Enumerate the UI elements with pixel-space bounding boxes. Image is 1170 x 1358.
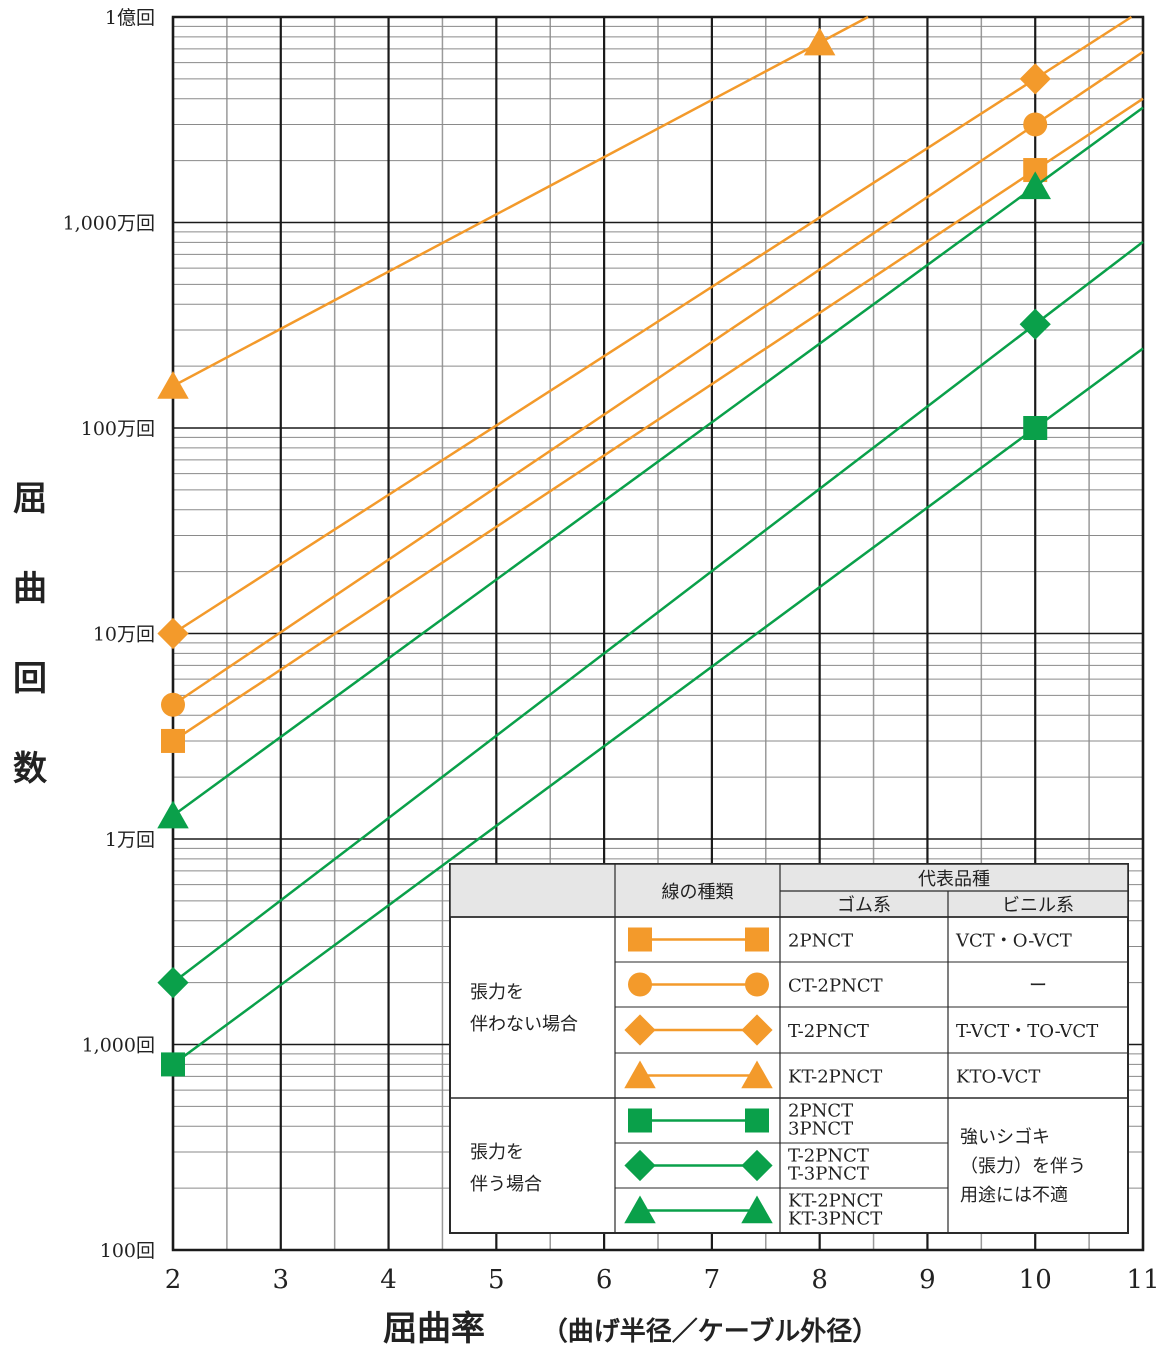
y-axis-label: 曲 — [13, 569, 47, 609]
series-line-6 — [172, 240, 1144, 984]
x-tick-label: 11 — [1126, 1265, 1159, 1295]
legend-rubber-product: KT-3PNCT — [788, 1209, 882, 1230]
y-tick-label: 1,000万回 — [63, 213, 155, 235]
x-tick-label: 3 — [273, 1265, 290, 1295]
legend-row-marker — [624, 1149, 656, 1182]
y-tick-label: 1億回 — [105, 7, 155, 29]
x-tick-label: 2 — [165, 1265, 182, 1295]
legend-group2-label: 張力を — [470, 1142, 524, 1163]
series-2-point-1 — [161, 692, 185, 717]
y-tick-label: 1万回 — [105, 829, 155, 851]
series-7-point-1 — [157, 800, 189, 829]
series-5-point-2 — [1023, 416, 1048, 440]
series-line-3 — [172, 15, 1133, 635]
x-tick-label: 9 — [919, 1265, 936, 1295]
legend-row-marker — [745, 1108, 769, 1133]
series-line-2 — [172, 50, 1144, 706]
series-line-1 — [172, 97, 1144, 742]
legend-row-marker — [628, 927, 652, 952]
x-axis-label: 屈曲率 — [383, 1309, 485, 1349]
legend-rubber-product: 3PNCT — [788, 1119, 853, 1140]
x-tick-label: 6 — [596, 1265, 613, 1295]
legend-row-marker — [628, 1108, 652, 1133]
axes: 100回 1,000回 1万回 10万回 100万回 1,000万回 1億回 2 3 4 5 6 7 8 9… — [63, 7, 1160, 1295]
series-2-point-2 — [1023, 112, 1048, 137]
series-1-point-2 — [1023, 158, 1048, 183]
legend-row-marker — [741, 1149, 773, 1182]
legend-vinyl-product: KTO-VCT — [956, 1067, 1040, 1088]
legend-row-marker — [628, 972, 652, 997]
legend-tension-note: （張力）を伴う — [960, 1156, 1086, 1177]
legend-header-vinyl: ビニル系 — [1002, 895, 1074, 916]
legend-rubber-product: T-3PNCT — [788, 1164, 869, 1185]
legend-rubber-product: 2PNCT — [788, 931, 853, 952]
legend-rubber-product: 2PNCT — [788, 1101, 853, 1122]
series-4-point-2 — [803, 27, 836, 56]
y-axis-label: 屈 — [13, 479, 47, 519]
legend-rubber-product: KT-2PNCT — [788, 1067, 882, 1088]
legend-row-marker — [741, 1060, 773, 1089]
legend-group2-label: 伴う場合 — [470, 1174, 542, 1195]
series-layer — [157, 15, 1144, 1077]
legend-row-marker — [624, 1195, 656, 1224]
series-6-point-2 — [1019, 308, 1051, 340]
legend-vinyl-product: T-VCT・TO-VCT — [956, 1021, 1098, 1042]
legend-row-marker — [624, 1014, 656, 1046]
legend-vinyl-product: VCT・O-VCT — [955, 931, 1072, 952]
y-tick-label: 100回 — [100, 1240, 155, 1262]
legend-rubber-product: T-2PNCT — [788, 1146, 869, 1167]
series-3-point-2 — [1019, 63, 1051, 95]
y-axis-label: 回 — [13, 659, 47, 699]
legend-row-marker — [741, 1014, 773, 1046]
legend-rubber-product: KT-2PNCT — [788, 1191, 882, 1212]
x-tick-label: 4 — [380, 1265, 397, 1295]
legend-vinyl-product: ー — [1029, 976, 1047, 997]
legend-group1-label: 張力を — [470, 982, 524, 1003]
series-4-point-1 — [157, 371, 189, 399]
x-axis-label-note: （曲げ半径／ケーブル外径） — [542, 1316, 878, 1347]
legend-row-marker — [745, 927, 769, 952]
x-tick-label: 7 — [704, 1265, 721, 1295]
x-tick-label: 10 — [1019, 1265, 1052, 1295]
series-6-point-1 — [157, 967, 189, 999]
series-line-4 — [172, 15, 869, 388]
series-line-5 — [172, 347, 1144, 1066]
series-1-point-1 — [161, 728, 185, 753]
legend-header-rubber: ゴム系 — [837, 895, 891, 916]
legend-row-marker — [741, 1195, 773, 1224]
legend-row-marker — [745, 972, 769, 997]
y-axis-label: 数 — [13, 749, 47, 789]
legend-row-marker — [624, 1060, 656, 1089]
legend-group1-label: 伴わない場合 — [470, 1014, 578, 1035]
x-tick-label: 8 — [811, 1265, 828, 1295]
y-tick-label: 1,000回 — [82, 1035, 155, 1057]
legend-header-products: 代表品種 — [918, 869, 990, 890]
legend-tension-note: 強いシゴキ — [960, 1127, 1050, 1148]
x-tick-label: 5 — [488, 1265, 505, 1295]
legend-rubber-product: T-2PNCT — [788, 1021, 869, 1042]
y-tick-label: 10万回 — [93, 624, 155, 646]
legend-tension-note: 用途には不適 — [960, 1185, 1068, 1206]
legend-rubber-product: CT-2PNCT — [788, 976, 883, 997]
series-3-point-1 — [157, 617, 189, 650]
legend-header-line-type: 線の種類 — [662, 882, 734, 903]
series-line-7 — [172, 106, 1144, 817]
series-7-point-2 — [1019, 171, 1051, 200]
y-tick-label: 100万回 — [81, 418, 155, 440]
series-5-point-1 — [161, 1052, 185, 1077]
